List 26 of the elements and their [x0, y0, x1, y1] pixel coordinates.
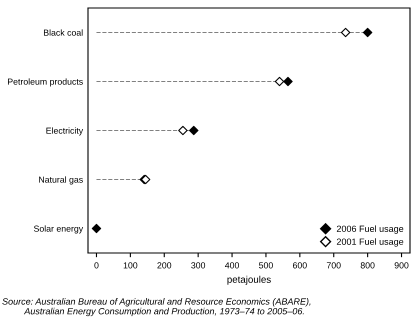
x-tick-label: 300	[191, 262, 206, 268]
point	[362, 28, 372, 38]
y-tick-label: Black coal	[44, 29, 83, 36]
point	[92, 224, 102, 234]
y-tick-label: Solar energy	[34, 225, 84, 234]
point	[178, 126, 188, 136]
x-tick-label: 700	[326, 262, 341, 268]
x-tick-label: 100	[124, 262, 138, 268]
y-tick-label: Electricity	[46, 127, 84, 136]
x-tick-label: 900	[394, 262, 408, 268]
y-tick-label: Petroleum products	[8, 78, 83, 86]
x-axis-title: petajoules	[227, 276, 271, 285]
x-tick-label: 600	[292, 262, 307, 268]
x-tick-label: 500	[259, 262, 273, 268]
y-tick-label: Natural gas	[39, 176, 83, 184]
point	[189, 126, 198, 136]
legend-label: 2001 Fuel usage	[336, 238, 404, 247]
legend-label: 2006 Fuel usage	[336, 225, 404, 234]
source-note: Source: Australian Bureau of Agricultural and Resource Economics (ABARE), Australian Energy Consumption and Production, 1973–74 to 2005–06.	[2, 298, 310, 316]
point	[283, 76, 293, 86]
x-tick-label: 400	[224, 262, 240, 268]
x-tick-label: 200	[157, 262, 172, 268]
x-tick-label: 0	[94, 262, 99, 268]
point	[274, 76, 284, 86]
point	[340, 28, 350, 38]
x-tick-label: 800	[360, 262, 375, 268]
